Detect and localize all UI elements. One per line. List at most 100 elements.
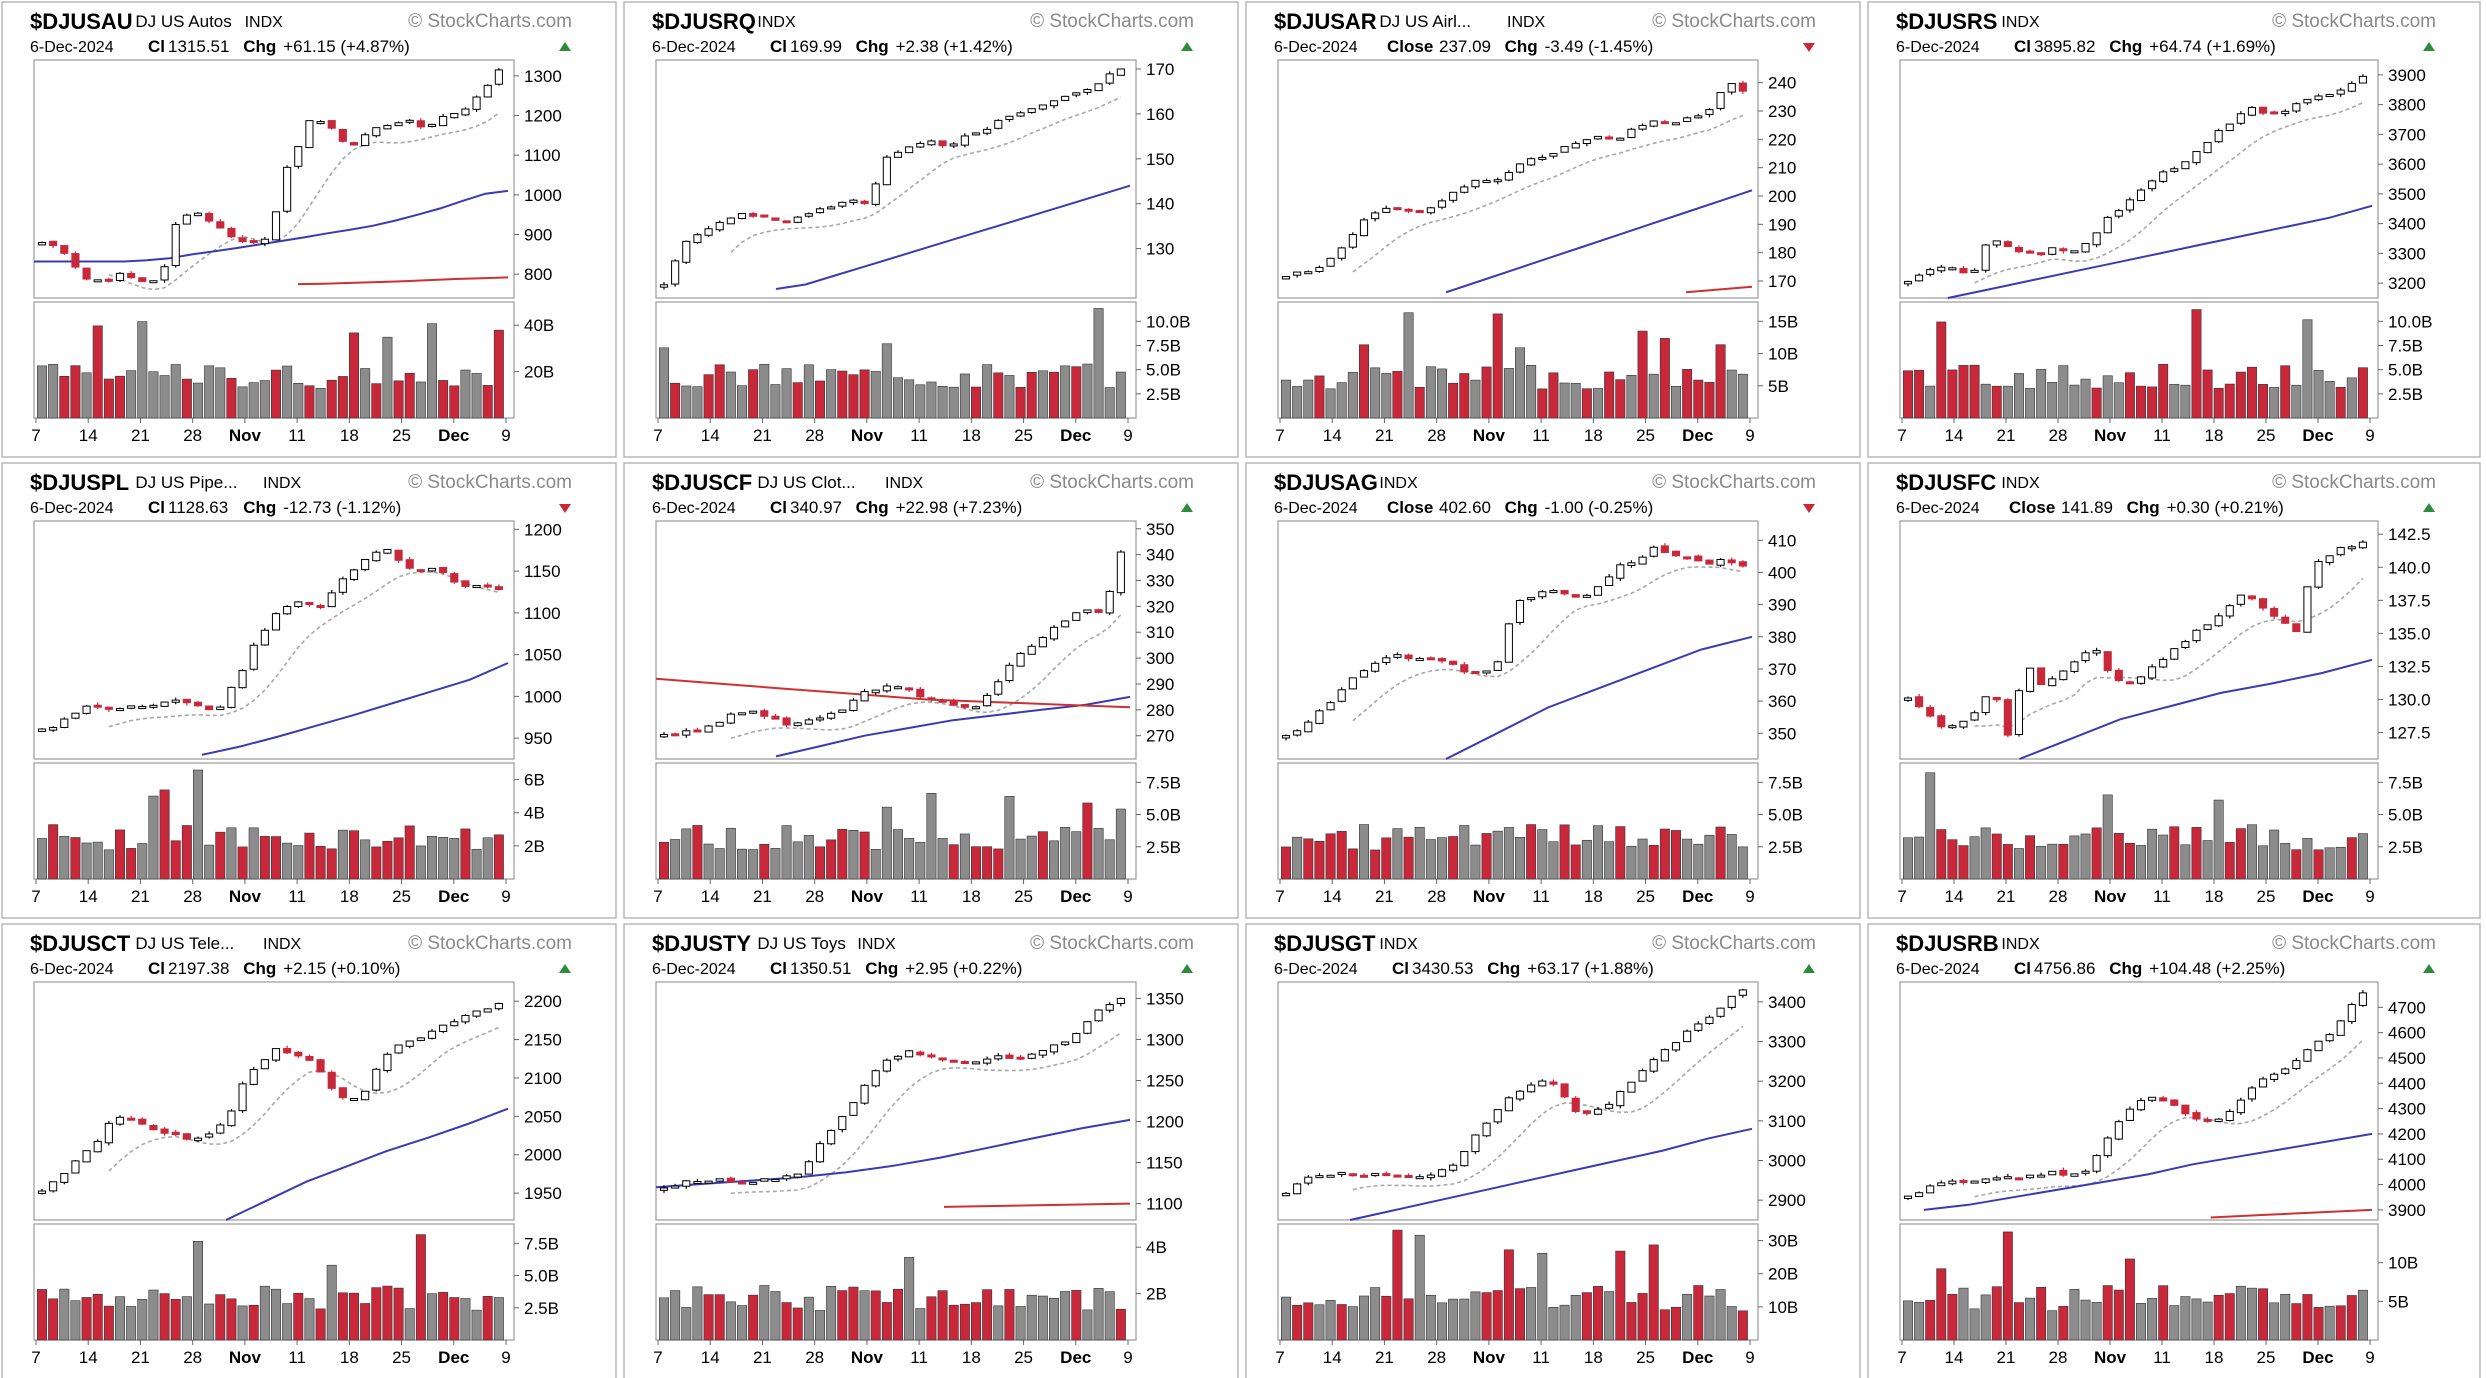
candle: [2159, 1095, 2168, 1102]
volume-tick-label: 5.0B: [2388, 361, 2423, 380]
candle: [1527, 1082, 1536, 1093]
candle: [2236, 594, 2245, 607]
ma-long-line: [1685, 285, 1753, 294]
candle: [1016, 111, 1025, 118]
volume-bar: [1370, 367, 1381, 419]
candle: [238, 235, 247, 243]
candle: [104, 277, 113, 283]
price-tick-label: 800: [524, 265, 552, 284]
candle: [1304, 270, 1313, 275]
candle: [405, 119, 414, 125]
candle-body: [1304, 1176, 1313, 1184]
price-tick-label: 140.0: [2388, 558, 2431, 577]
volume-bar: [2113, 833, 2124, 880]
candle: [1281, 734, 1291, 741]
volume-bar: [237, 846, 248, 880]
candle-body: [1371, 212, 1380, 220]
x-tick-label: 28: [805, 426, 824, 445]
candle: [494, 584, 503, 591]
symbol-label: $DJUSTY: [652, 931, 751, 956]
candle-body: [1937, 266, 1946, 272]
candle-body: [771, 217, 780, 221]
candle-body: [804, 719, 813, 725]
candle: [1992, 696, 2001, 703]
volume-bar: [2013, 1302, 2024, 1341]
candle: [1549, 589, 1558, 594]
candle-body: [2303, 1049, 2312, 1062]
candle-body: [849, 699, 858, 712]
volume-bar: [1115, 371, 1126, 419]
volume-bar: [293, 1292, 304, 1341]
volume-bar: [1115, 808, 1126, 880]
candle: [704, 724, 713, 733]
candle-body: [1915, 274, 1924, 282]
candle-body: [71, 712, 80, 719]
chg-label: Chg: [2109, 959, 2142, 978]
volume-bar: [193, 1241, 203, 1341]
volume-bar: [215, 831, 226, 880]
direction-up-icon: [1181, 964, 1193, 973]
volume-bar: [126, 848, 137, 880]
candle: [1348, 232, 1357, 250]
candle-body: [1027, 645, 1036, 655]
candle-body: [1970, 712, 1979, 721]
candle-body: [2358, 541, 2367, 549]
candle: [1538, 154, 1547, 161]
candle-body: [2059, 1169, 2068, 1176]
volume-bar: [792, 1307, 803, 1341]
candle: [1027, 1052, 1036, 1060]
volume-bar: [337, 1292, 348, 1341]
candle: [1072, 612, 1081, 621]
x-tick-label: Nov: [2094, 887, 2127, 906]
candle: [1515, 163, 1525, 174]
candle-body: [704, 228, 713, 236]
candle: [1449, 191, 1458, 203]
candle: [1538, 590, 1547, 600]
volume-bar: [2025, 388, 2036, 419]
candle-body: [138, 277, 147, 282]
candle: [115, 1115, 125, 1126]
candle: [2059, 670, 2068, 681]
chart-panel-djuscf: $DJUSCF DJ US Clot... INDX © StockCharts.co…: [623, 462, 1239, 919]
symbol-label: $DJUSPL: [30, 470, 129, 495]
volume-bar: [915, 841, 926, 880]
candle: [2070, 660, 2079, 674]
volume-bar: [1559, 1304, 1570, 1341]
volume-bar: [360, 368, 371, 419]
price-tick-label: 200: [1768, 187, 1796, 206]
ma-short-line: [730, 96, 1122, 253]
chg-value: +104.48 (+2.25%): [2149, 959, 2285, 978]
candle-body: [205, 705, 214, 711]
volume-bar: [1648, 1244, 1659, 1341]
candle-body: [704, 1180, 713, 1184]
candle: [726, 217, 735, 225]
candle-body: [905, 687, 914, 691]
candle-body: [715, 721, 724, 727]
candle-body: [260, 1059, 269, 1070]
candle: [2236, 1097, 2245, 1115]
volume-bar: [438, 380, 449, 419]
price-tick-label: 350: [1768, 724, 1796, 743]
price-tick-label: 137.5: [2388, 591, 2431, 610]
exchange-label: INDX: [1507, 14, 1546, 31]
volume-bar: [471, 1309, 482, 1341]
candle-body: [439, 1024, 448, 1032]
candle: [849, 198, 858, 206]
volume-bar: [81, 1297, 92, 1341]
volume-bar: [1648, 373, 1659, 419]
candle-body: [704, 725, 713, 733]
volume-bar: [1093, 828, 1104, 880]
candle-body: [815, 1143, 825, 1163]
candle: [2236, 111, 2245, 126]
candle-body: [994, 681, 1003, 695]
candle-body: [2203, 141, 2212, 154]
candle: [1560, 590, 1569, 596]
candle: [2247, 1085, 2257, 1102]
candle-body: [726, 713, 735, 724]
x-tick-label: 25: [1014, 887, 1033, 906]
candle-body: [804, 213, 813, 217]
price-tick-label: 310: [1146, 623, 1174, 642]
candle-body: [671, 733, 680, 737]
candle: [1482, 178, 1491, 184]
volume-bar: [1936, 1268, 1947, 1341]
